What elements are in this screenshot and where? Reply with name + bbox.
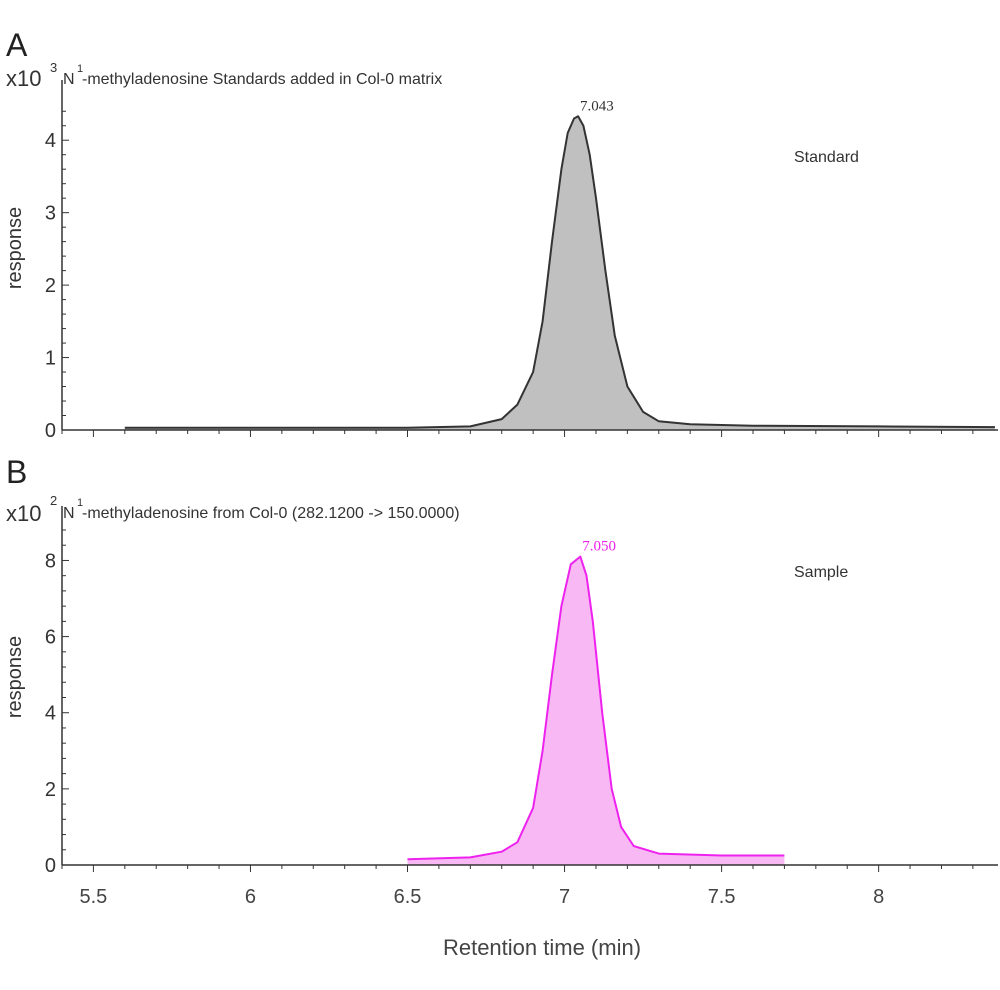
panel-a-title-pre: N bbox=[63, 71, 75, 88]
panel-b-title: -methyladenosine from Col-0 (282.1200 ->… bbox=[82, 505, 460, 522]
x-tick-label: 8 bbox=[873, 886, 884, 908]
panel-a-y-tick-label: 2 bbox=[45, 275, 56, 297]
panel-a-scale-prefix: x10 bbox=[6, 66, 41, 91]
panel-a-peak-area bbox=[124, 116, 995, 431]
panel-a-y-tick-label: 1 bbox=[45, 348, 56, 370]
panel-a-y-tick-label: 3 bbox=[45, 203, 56, 225]
panel-b: B x10 2 N 1 -methyladenosine from Col-0 … bbox=[4, 454, 998, 908]
panel-b-y-tick-label: 6 bbox=[45, 627, 56, 649]
x-tick-label: 6 bbox=[245, 886, 256, 908]
panel-b-peak-label: 7.050 bbox=[582, 539, 616, 555]
x-tick-label: 7.5 bbox=[708, 886, 736, 908]
panel-a-plot-area: 0 1 2 3 4 bbox=[45, 80, 998, 442]
panel-b-trace-line bbox=[407, 555, 785, 861]
panel-b-y-tick-label: 8 bbox=[45, 550, 56, 572]
panel-b-title-pre: N bbox=[63, 505, 75, 522]
panel-a-ylabel: response bbox=[4, 207, 26, 289]
panel-b-plot-area: 0 2 4 6 8 5.5 6 6.5 7 7.5 8 bbox=[45, 506, 998, 908]
panel-a-title-sup: 1 bbox=[77, 63, 83, 75]
panel-b-scale-prefix: x10 bbox=[6, 501, 41, 526]
panel-b-ylabel: response bbox=[4, 636, 26, 718]
panel-a-y-tick-label: 4 bbox=[45, 130, 56, 152]
panel-a: A x10 3 N 1 -methyladenosine Standards a… bbox=[4, 27, 998, 442]
panel-b-y-tick-label: 2 bbox=[45, 779, 56, 801]
panel-a-y-tick-label: 0 bbox=[45, 420, 56, 442]
panel-a-trace-line bbox=[124, 115, 995, 429]
panel-a-scale-exp: 3 bbox=[50, 60, 57, 75]
panel-a-letter: A bbox=[6, 27, 28, 63]
x-tick-label: 6.5 bbox=[394, 886, 422, 908]
x-tick-label: 5.5 bbox=[80, 886, 108, 908]
panel-b-y-tick-label: 0 bbox=[45, 855, 56, 877]
panel-b-peak-area bbox=[407, 556, 785, 865]
x-tick-label: 7 bbox=[559, 886, 570, 908]
panel-b-letter: B bbox=[6, 454, 27, 490]
panel-b-scale-exp: 2 bbox=[50, 493, 57, 508]
panel-a-peak-label: 7.043 bbox=[580, 98, 614, 114]
panel-b-title-sup: 1 bbox=[77, 497, 83, 509]
panel-a-title: -methyladenosine Standards added in Col-… bbox=[82, 71, 442, 88]
x-axis-label: Retention time (min) bbox=[443, 935, 641, 960]
panel-a-legend: Standard bbox=[794, 149, 859, 166]
panel-b-y-tick-label: 4 bbox=[45, 703, 56, 725]
panel-b-legend: Sample bbox=[794, 564, 848, 581]
